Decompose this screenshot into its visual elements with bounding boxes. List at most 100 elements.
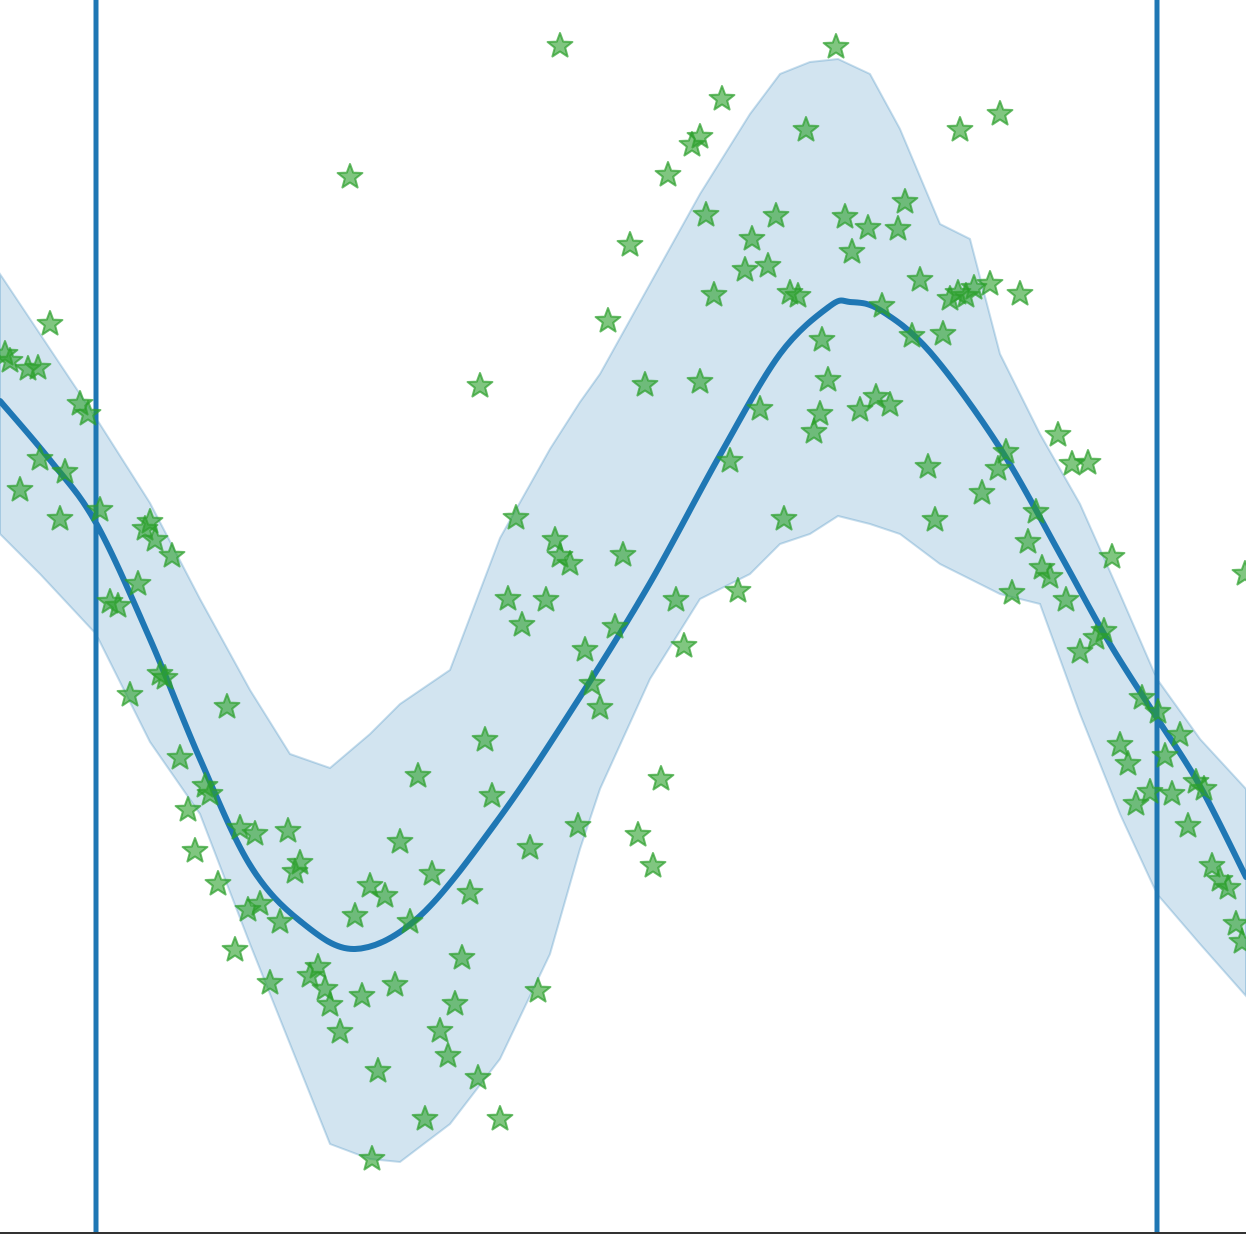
scatter-point (181, 837, 209, 863)
scatter-point (464, 1064, 492, 1090)
scatter-point (784, 282, 812, 308)
scatter-point (1222, 910, 1246, 936)
scatter-point (524, 977, 552, 1003)
scatter-point (976, 270, 1004, 296)
scatter-point (1214, 874, 1242, 900)
scatter-point (141, 526, 169, 552)
scatter-point (0, 347, 24, 373)
scatter-point (770, 505, 798, 531)
scatter-point (609, 541, 637, 567)
scatter-point (348, 982, 376, 1008)
scatter-point (586, 694, 614, 720)
scatter-point (968, 479, 996, 505)
scatter-point (631, 371, 659, 397)
scatter-point (754, 252, 782, 278)
scatter-point (1090, 617, 1118, 643)
scatter-point (24, 354, 52, 380)
scatter-point (426, 1017, 454, 1043)
scatter-points-layer (0, 32, 1246, 1171)
scatter-point (158, 542, 186, 568)
scatter-point (502, 504, 530, 530)
scatter-point (326, 1018, 354, 1044)
scatter-point (51, 458, 79, 484)
scatter-point (838, 238, 866, 264)
scatter-point (862, 383, 890, 409)
scatter-point (241, 820, 269, 846)
scatter-point (1106, 731, 1134, 757)
scatter-point (1198, 852, 1226, 878)
scatter-point (104, 592, 132, 618)
scatter-point (124, 570, 152, 596)
scatter-point (929, 320, 957, 346)
scatter-point (404, 762, 432, 788)
scatter-point (792, 116, 820, 142)
scatter-point (654, 161, 682, 187)
scatter-point (304, 953, 332, 979)
scatter-point (556, 550, 584, 576)
scatter-point (1114, 750, 1142, 776)
confidence-band (0, 57, 1246, 1164)
scatter-point (36, 310, 64, 336)
scatter-point (316, 991, 344, 1017)
scatter-point (986, 100, 1014, 126)
scatter-point (1074, 449, 1102, 475)
scatter-point (386, 828, 414, 854)
scatter-point (478, 782, 506, 808)
scatter-point (356, 872, 384, 898)
scatter-point (381, 971, 409, 997)
scatter-point (906, 266, 934, 292)
scatter-point (204, 870, 232, 896)
scatter-point (998, 579, 1026, 605)
scatter-point (336, 163, 364, 189)
scatter-point (731, 256, 759, 282)
scatter-point (532, 586, 560, 612)
scatter-point (616, 231, 644, 257)
scatter-point (814, 366, 842, 392)
scatter-point (418, 860, 446, 886)
scatter-point (486, 1105, 514, 1131)
scatter-point (396, 908, 424, 934)
scatter-point (854, 214, 882, 240)
scatter-point (226, 814, 254, 840)
scatter-point (213, 693, 241, 719)
scatter-point (1044, 421, 1072, 447)
scatter-point (166, 744, 194, 770)
scatter-point (822, 33, 850, 59)
scatter-point (86, 496, 114, 522)
scatter-point (1128, 684, 1156, 710)
scatter-point (1006, 280, 1034, 306)
scatter-point (116, 681, 144, 707)
scatter-point (686, 123, 714, 149)
scatter-point (594, 307, 622, 333)
scatter-point (1136, 778, 1164, 804)
scatter-point (984, 455, 1012, 481)
scatter-point (891, 188, 919, 214)
scatter-point (448, 944, 476, 970)
scatter-point (1014, 528, 1042, 554)
scatter-point (1098, 543, 1126, 569)
scatter-point (494, 585, 522, 611)
scatter-point (516, 834, 544, 860)
scatter-point (1036, 563, 1064, 589)
scatter-point (946, 116, 974, 142)
scatter-point (274, 817, 302, 843)
scatter-point (662, 586, 690, 612)
scatter-point (601, 613, 629, 639)
scatter-point (341, 902, 369, 928)
scatter-point (508, 611, 536, 637)
scatter-point (692, 201, 720, 227)
scatter-point (806, 400, 834, 426)
scatter-point (898, 322, 926, 348)
scatter-point (746, 395, 774, 421)
scatter-point (256, 969, 284, 995)
scatter-point (471, 726, 499, 752)
scatter-point (624, 821, 652, 847)
scatter-point (1151, 742, 1179, 768)
scatter-point (364, 1057, 392, 1083)
scatter-point (1022, 498, 1050, 524)
scatter-point (808, 326, 836, 352)
scatter-point (1144, 698, 1172, 724)
scatter-point (884, 215, 912, 241)
